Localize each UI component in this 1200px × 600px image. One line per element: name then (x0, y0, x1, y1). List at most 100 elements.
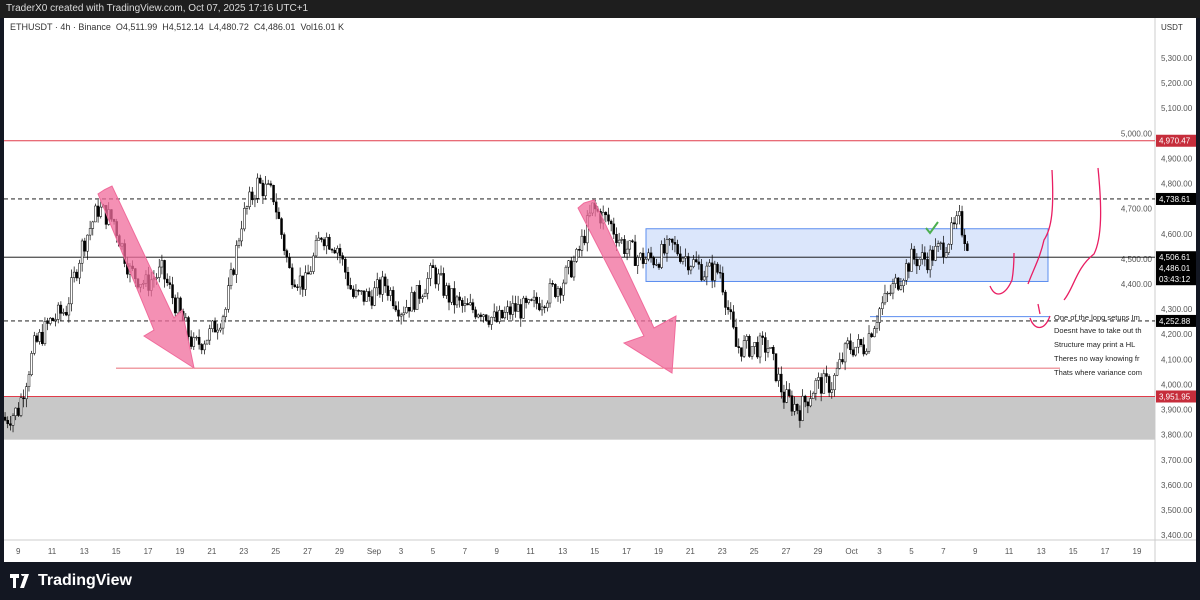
candle (192, 332, 196, 351)
candle (269, 180, 273, 188)
candle-body (75, 271, 79, 279)
candle (543, 305, 546, 314)
candle-body (923, 252, 927, 260)
candle-body (195, 336, 198, 339)
candle (604, 211, 608, 223)
candle-body (955, 215, 958, 225)
candle (734, 318, 738, 347)
tradingview-logo[interactable]: TradingView (10, 572, 132, 590)
candle (386, 278, 390, 301)
chart-area[interactable]: USDT 3,400.00 3,500.00 3,600.00 3,700.00 3,80… (3, 18, 1196, 562)
candle-body (647, 252, 650, 260)
candle-body (950, 222, 953, 245)
candle (801, 389, 804, 422)
candle-body (30, 353, 33, 375)
candle-body (22, 397, 25, 400)
x-tick-label: 9 (973, 547, 978, 556)
candle-body (952, 222, 956, 225)
candle-body (64, 312, 68, 316)
candle-body (580, 235, 584, 251)
candle-body (280, 218, 283, 235)
candle (437, 268, 440, 291)
candle-body (697, 261, 701, 265)
x-tick-label: 15 (590, 547, 599, 556)
candle (78, 259, 81, 285)
candle-body (870, 333, 873, 338)
candle-body (227, 285, 230, 310)
candle-body (476, 314, 480, 318)
candle (216, 323, 219, 340)
candle-body (474, 309, 477, 318)
candle-body (649, 252, 653, 259)
candle-body (862, 344, 865, 355)
candle-body (795, 404, 799, 411)
candle (814, 377, 818, 401)
candle-body (320, 237, 323, 240)
candle-body (333, 249, 336, 254)
candle-body (94, 205, 97, 223)
candle-body (25, 386, 28, 400)
candle-body (514, 303, 517, 312)
candle (947, 243, 951, 255)
candle-body (904, 263, 908, 281)
last-price-badge-label: 4,486.01 (1159, 264, 1191, 273)
candle (915, 253, 919, 274)
candle (187, 315, 190, 343)
last-price-badge (1156, 262, 1196, 275)
candle-body (878, 308, 881, 323)
candle (920, 244, 924, 265)
candle-body (386, 285, 390, 296)
candle (296, 284, 299, 291)
candle-body (524, 297, 528, 303)
candle (671, 238, 674, 251)
candle-body (838, 359, 842, 369)
candle-body (665, 239, 669, 254)
candle (551, 280, 554, 287)
candle-body (554, 284, 557, 297)
candle (461, 297, 464, 313)
candle-body (235, 245, 238, 275)
candle-body (881, 302, 884, 310)
candle-body (72, 271, 76, 278)
candle (160, 254, 164, 275)
x-tick-label: 17 (1101, 547, 1110, 556)
candle (798, 405, 802, 428)
candle (86, 234, 89, 260)
footer: TradingView (0, 562, 1200, 600)
candle (484, 314, 488, 323)
candle-body (788, 389, 791, 396)
candle-body (179, 297, 182, 312)
candle-body (219, 327, 222, 331)
candle-body (328, 236, 331, 250)
candle (607, 207, 610, 225)
candle-body (261, 182, 265, 197)
candle-body (628, 240, 632, 250)
price-axis (1155, 18, 1196, 562)
candle (748, 334, 751, 358)
x-tick-label: 19 (1133, 547, 1142, 556)
candle-body (344, 258, 347, 273)
candle (375, 272, 379, 296)
candle-body (931, 249, 935, 261)
candle (229, 262, 233, 290)
candle (352, 285, 355, 299)
candle (780, 366, 783, 399)
note-text: Doesnt have to take out th (1054, 326, 1142, 335)
candle (322, 237, 326, 251)
candle-body (694, 259, 698, 263)
candle-body (819, 377, 823, 394)
candle (482, 313, 485, 323)
candle-body (370, 296, 374, 306)
candle (689, 265, 693, 275)
candle (835, 361, 839, 377)
candle (562, 279, 565, 301)
candle (904, 259, 908, 285)
price-chart[interactable]: USDT 3,400.00 3,500.00 3,600.00 3,700.00 3,80… (3, 18, 1196, 562)
candle-body (9, 423, 12, 426)
candle-body (609, 220, 613, 225)
candle (870, 332, 873, 338)
candle (580, 229, 584, 257)
candle-body (91, 221, 95, 229)
candle-body (298, 275, 302, 288)
candle (282, 232, 286, 256)
